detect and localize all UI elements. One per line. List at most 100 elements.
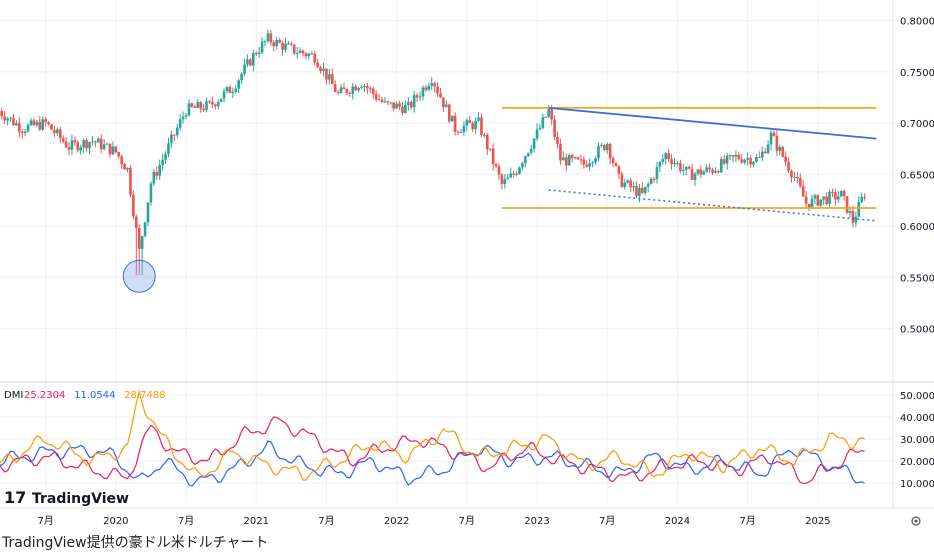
- candle[interactable]: [463, 126, 466, 132]
- candle[interactable]: [550, 109, 553, 119]
- candle[interactable]: [226, 87, 229, 91]
- candle[interactable]: [138, 228, 141, 249]
- candle[interactable]: [600, 145, 603, 146]
- candle[interactable]: [714, 171, 717, 173]
- candle[interactable]: [191, 103, 194, 106]
- candle[interactable]: [492, 149, 495, 165]
- candle[interactable]: [15, 123, 18, 125]
- candle[interactable]: [38, 122, 41, 130]
- candle[interactable]: [264, 41, 267, 42]
- candle[interactable]: [217, 102, 220, 106]
- candle[interactable]: [530, 149, 533, 153]
- candle[interactable]: [44, 119, 47, 122]
- candle[interactable]: [442, 98, 445, 108]
- candle[interactable]: [410, 102, 413, 107]
- candle[interactable]: [74, 140, 77, 142]
- candle[interactable]: [21, 132, 24, 133]
- candle[interactable]: [416, 95, 419, 97]
- candle[interactable]: [328, 74, 331, 79]
- candle[interactable]: [275, 40, 278, 46]
- candle[interactable]: [533, 139, 536, 149]
- candle[interactable]: [126, 168, 129, 170]
- candle[interactable]: [270, 33, 273, 42]
- candle[interactable]: [852, 211, 855, 223]
- candle[interactable]: [559, 144, 562, 160]
- candle[interactable]: [556, 137, 559, 144]
- candle[interactable]: [612, 158, 615, 163]
- candle[interactable]: [764, 152, 767, 153]
- candle[interactable]: [860, 197, 863, 202]
- candle[interactable]: [305, 53, 308, 56]
- candle[interactable]: [700, 170, 703, 175]
- candle[interactable]: [486, 135, 489, 149]
- candle[interactable]: [834, 192, 837, 199]
- candle[interactable]: [205, 101, 208, 110]
- candle[interactable]: [249, 59, 252, 65]
- candle[interactable]: [147, 202, 150, 222]
- candle[interactable]: [711, 170, 714, 173]
- candle[interactable]: [562, 157, 565, 160]
- candle[interactable]: [644, 187, 647, 193]
- candle[interactable]: [258, 52, 261, 54]
- candle[interactable]: [334, 84, 337, 92]
- candle[interactable]: [56, 129, 59, 133]
- candle[interactable]: [6, 119, 9, 121]
- candle[interactable]: [261, 42, 264, 53]
- candle[interactable]: [422, 87, 425, 96]
- candle[interactable]: [568, 155, 571, 165]
- candle[interactable]: [641, 188, 644, 193]
- candle[interactable]: [120, 157, 123, 165]
- candle[interactable]: [85, 140, 88, 148]
- candle[interactable]: [790, 171, 793, 178]
- candle[interactable]: [18, 123, 21, 131]
- candle[interactable]: [9, 118, 12, 119]
- candle[interactable]: [784, 157, 787, 163]
- candle[interactable]: [59, 129, 62, 138]
- candle[interactable]: [504, 179, 507, 184]
- candle[interactable]: [527, 153, 530, 156]
- candle[interactable]: [357, 88, 360, 90]
- candle[interactable]: [749, 158, 752, 164]
- highlight-circle[interactable]: [123, 260, 155, 292]
- candle[interactable]: [474, 121, 477, 129]
- candle[interactable]: [351, 86, 354, 93]
- candle[interactable]: [466, 120, 469, 125]
- candle[interactable]: [682, 170, 685, 171]
- candle[interactable]: [369, 88, 372, 89]
- candle[interactable]: [308, 54, 311, 56]
- candle[interactable]: [618, 166, 621, 174]
- candle[interactable]: [457, 132, 460, 133]
- candle[interactable]: [738, 155, 741, 159]
- candle[interactable]: [802, 186, 805, 196]
- candle[interactable]: [688, 167, 691, 169]
- candle[interactable]: [623, 183, 626, 187]
- candle[interactable]: [723, 159, 726, 163]
- candle[interactable]: [155, 172, 158, 176]
- candle[interactable]: [384, 101, 387, 102]
- candle[interactable]: [343, 87, 346, 89]
- candle[interactable]: [571, 155, 574, 158]
- candle[interactable]: [229, 87, 232, 93]
- candle[interactable]: [311, 54, 314, 55]
- candle[interactable]: [626, 180, 629, 182]
- candle[interactable]: [387, 101, 390, 102]
- candle[interactable]: [828, 192, 831, 204]
- candle[interactable]: [819, 200, 822, 206]
- candle[interactable]: [106, 144, 109, 145]
- candle[interactable]: [232, 92, 235, 93]
- candle[interactable]: [471, 123, 474, 129]
- candle[interactable]: [132, 195, 135, 217]
- candle[interactable]: [650, 179, 653, 184]
- candle[interactable]: [404, 105, 407, 113]
- candle[interactable]: [62, 138, 65, 142]
- candle[interactable]: [857, 202, 860, 217]
- candle[interactable]: [855, 217, 858, 223]
- candle[interactable]: [199, 102, 202, 109]
- candle[interactable]: [82, 140, 85, 147]
- candle[interactable]: [65, 142, 68, 148]
- candle[interactable]: [814, 195, 817, 198]
- candle[interactable]: [509, 174, 512, 178]
- candle[interactable]: [293, 45, 296, 54]
- candle[interactable]: [337, 92, 340, 93]
- candle[interactable]: [498, 166, 501, 174]
